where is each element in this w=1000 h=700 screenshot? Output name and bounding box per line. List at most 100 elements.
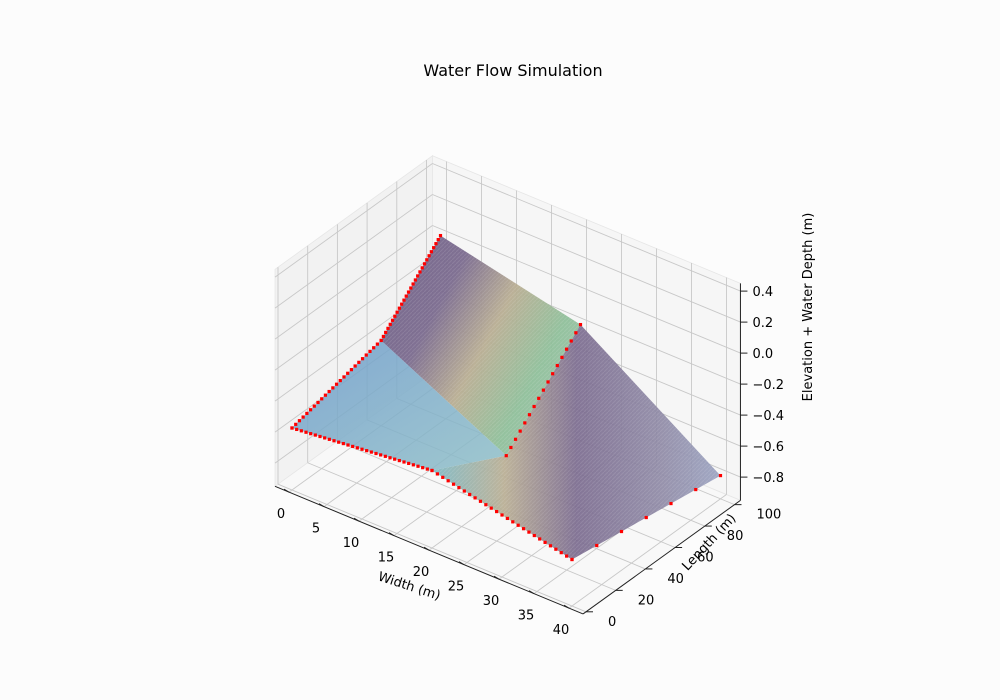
x-tick-mark xyxy=(388,532,395,537)
boundary-marker xyxy=(513,437,518,441)
boundary-marker xyxy=(559,551,563,555)
boundary-marker xyxy=(341,441,345,446)
boundary-marker xyxy=(413,278,417,282)
boundary-marker xyxy=(297,419,302,423)
boundary-marker xyxy=(432,246,436,250)
x-tick-label: 35 xyxy=(518,609,535,624)
grid-line-z-left xyxy=(274,256,433,371)
boundary-marker xyxy=(546,380,550,384)
chart-title: Water Flow Simulation xyxy=(423,61,602,80)
boundary-marker xyxy=(397,306,401,310)
boundary-marker xyxy=(327,389,331,394)
z-tick-label: −0.4 xyxy=(752,409,784,424)
boundary-marker xyxy=(409,286,413,290)
boundary-marker xyxy=(318,434,322,439)
boundary-marker xyxy=(418,270,422,274)
y-tick-label: 0 xyxy=(608,615,616,630)
boundary-marker xyxy=(500,513,504,517)
boundary-marker xyxy=(473,496,477,500)
x-tick-mark xyxy=(353,517,360,522)
boundary-marker xyxy=(308,408,313,412)
boundary-marker xyxy=(446,479,450,483)
surface-panel-front xyxy=(292,340,507,471)
boundary-marker xyxy=(381,334,385,339)
x-tick-mark xyxy=(528,590,535,595)
grid-line-z-left xyxy=(274,194,433,309)
boundary-marker xyxy=(309,432,313,436)
y-tick-label: 100 xyxy=(757,508,782,523)
grid-line-z-left xyxy=(274,163,433,278)
boundary-marker xyxy=(342,375,346,379)
tick-labels: 0 5 10 15 20 25 30 35 40 0 20 40 60 80 100 0.4 0.2 0.0 −0.… xyxy=(277,285,784,638)
boundary-marker xyxy=(334,382,339,386)
boundary-marker xyxy=(400,302,404,306)
boundary-marker xyxy=(554,547,558,551)
boundary-marker xyxy=(504,454,508,458)
boundary-marker xyxy=(509,445,513,450)
boundary-marker xyxy=(669,501,673,506)
boundary-marker xyxy=(379,453,383,457)
boundary-marker xyxy=(374,451,378,456)
boundary-marker xyxy=(360,447,364,451)
boundary-marker xyxy=(478,499,483,503)
boundary-marker xyxy=(313,433,317,437)
boundary-marker xyxy=(323,436,327,440)
boundary-marker xyxy=(353,364,357,368)
boundary-marker xyxy=(516,523,520,527)
boundary-marker xyxy=(416,274,420,278)
boundary-marker xyxy=(360,357,365,361)
boundary-marker xyxy=(388,322,392,326)
boundary-marker xyxy=(337,440,341,444)
boundary-marker xyxy=(527,530,531,534)
boundary-marker xyxy=(495,509,499,514)
x-tick-mark xyxy=(318,503,325,508)
boundary-marker xyxy=(379,338,383,343)
boundary-marker xyxy=(402,298,406,302)
boundary-marker xyxy=(312,404,316,408)
grid-line-y-floor xyxy=(277,483,587,613)
boundary-marker xyxy=(441,475,445,479)
boundary-marker xyxy=(543,540,547,544)
boundary-marker xyxy=(351,444,355,449)
grid-line-z-left xyxy=(274,225,433,340)
boundary-marker xyxy=(555,363,559,368)
boundary-marker xyxy=(644,515,648,520)
boundary-marker xyxy=(295,427,299,432)
grid-line-x-floor xyxy=(568,494,727,609)
boundary-marker xyxy=(548,544,553,548)
boundary-marker xyxy=(369,450,373,454)
boundary-marker xyxy=(569,339,573,343)
boundary-marker xyxy=(532,533,536,538)
boundary-marker xyxy=(365,449,369,453)
boundary-marker xyxy=(320,397,324,401)
boundary-marker xyxy=(346,443,350,447)
boundary-marker xyxy=(484,503,488,507)
boundary-marker xyxy=(521,527,526,531)
boundary-marker xyxy=(560,355,564,359)
boundary-marker xyxy=(422,262,427,266)
surface-hatch-right xyxy=(432,324,721,560)
boundary-marker xyxy=(390,318,395,322)
boundary-marker xyxy=(299,429,303,433)
boundary-marker xyxy=(574,331,578,335)
boundary-marker xyxy=(537,396,541,400)
boundary-marker xyxy=(468,492,472,497)
boundary-marker xyxy=(438,233,443,238)
x-tick-mark xyxy=(423,546,430,551)
boundary-marker xyxy=(505,516,509,521)
boundary-marker xyxy=(305,411,309,416)
boundary-marker xyxy=(427,254,431,258)
boundary-marker xyxy=(564,347,569,351)
boundary-marker xyxy=(349,368,353,372)
boundary-marker xyxy=(338,378,342,383)
x-tick-label: 25 xyxy=(448,580,465,595)
boundary-marker xyxy=(404,294,408,298)
boundary-marker xyxy=(421,466,425,470)
boundary-marker xyxy=(619,529,624,534)
x-tick-label: 20 xyxy=(413,565,430,580)
y-tick-label: 60 xyxy=(697,551,714,566)
boundary-marker xyxy=(386,326,390,330)
boundary-marker xyxy=(368,349,372,353)
boundary-marker xyxy=(384,330,388,334)
